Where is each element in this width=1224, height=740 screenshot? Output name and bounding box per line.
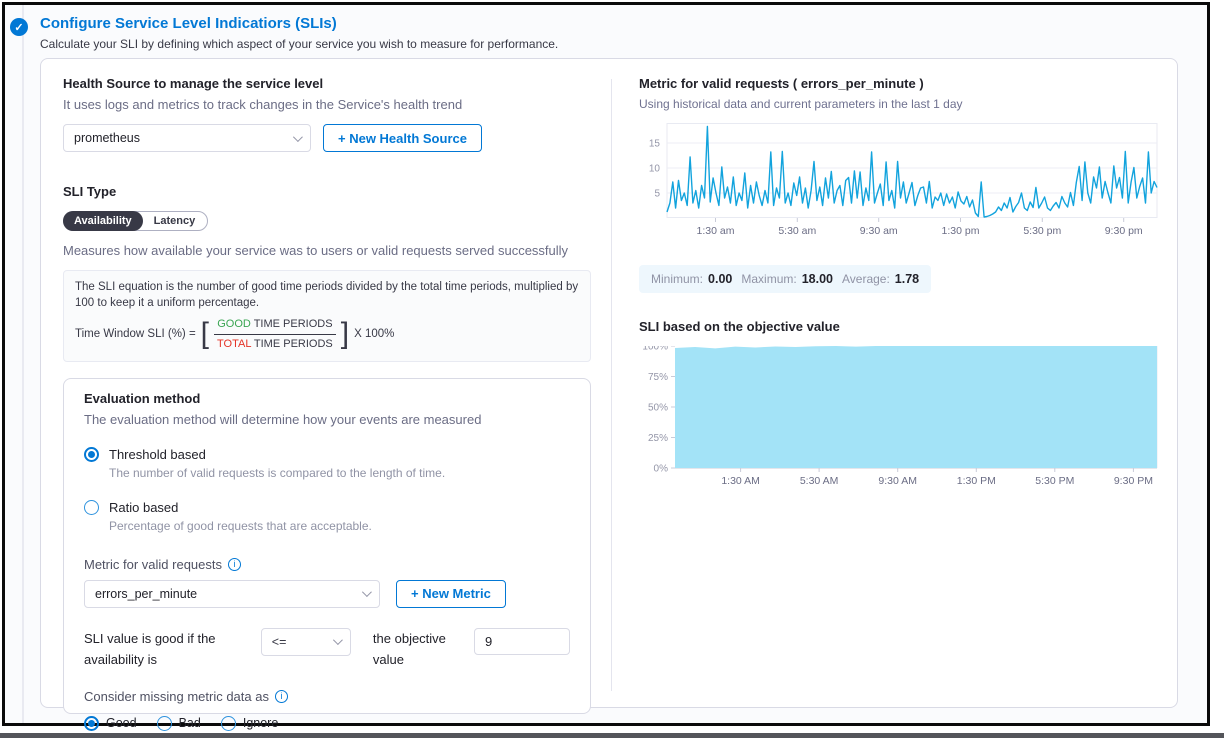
svg-text:75%: 75% bbox=[648, 372, 668, 383]
total-periods-highlight: TOTAL bbox=[217, 337, 252, 350]
missing-data-label: Consider missing metric data as bbox=[84, 688, 269, 704]
health-source-label: Health Source to manage the service leve… bbox=[63, 76, 324, 91]
metric-preview-title: Metric for valid requests ( errors_per_m… bbox=[639, 76, 924, 91]
good-periods-highlight: GOOD bbox=[217, 318, 251, 331]
maximum-label: Maximum: bbox=[741, 272, 797, 286]
total-periods-rest: TIME PERIODS bbox=[253, 337, 333, 350]
formula-prefix: Time Window SLI (%) = bbox=[75, 327, 196, 340]
new-metric-button[interactable]: + New Metric bbox=[396, 579, 506, 608]
svg-text:5:30 PM: 5:30 PM bbox=[1035, 475, 1074, 487]
svg-text:5:30 AM: 5:30 AM bbox=[800, 475, 839, 487]
svg-text:9:30 PM: 9:30 PM bbox=[1114, 475, 1153, 487]
chevron-down-icon bbox=[292, 131, 303, 142]
objective-value-input[interactable] bbox=[474, 627, 570, 655]
svg-text:1:30 am: 1:30 am bbox=[697, 225, 735, 237]
threshold-based-label: Threshold based bbox=[109, 446, 206, 462]
svg-text:5: 5 bbox=[654, 189, 660, 200]
sli-type-label: SLI Type bbox=[63, 184, 117, 199]
metric-valid-requests-chart: 5 10 15 1:30 am 5:30 am 9:30 am 1:30 pm 5:30 pm… bbox=[639, 123, 1163, 247]
svg-text:9:30 AM: 9:30 AM bbox=[878, 475, 917, 487]
info-icon[interactable] bbox=[274, 689, 288, 703]
info-icon[interactable] bbox=[228, 557, 241, 571]
minimum-value: 0.00 bbox=[708, 272, 733, 286]
minimum-label: Minimum: bbox=[651, 272, 704, 286]
sli-equation-formula: Time Window SLI (%) = [ GOOD TIME PERIOD… bbox=[75, 317, 579, 352]
svg-text:1:30 PM: 1:30 PM bbox=[957, 475, 996, 487]
sli-form-column: Health Source to manage the service leve… bbox=[63, 76, 591, 731]
svg-text:5:30 pm: 5:30 pm bbox=[1023, 225, 1061, 237]
sli-condition-text: SLI value is good if the availability is bbox=[84, 630, 216, 668]
sli-type-latency[interactable]: Latency bbox=[153, 215, 196, 227]
missing-good-radio[interactable] bbox=[84, 715, 99, 731]
ratio-based-description: Percentage of good requests that are acc… bbox=[109, 518, 372, 533]
sli-type-availability[interactable]: Availability bbox=[63, 211, 143, 231]
metric-select[interactable]: errors_per_minute bbox=[84, 579, 380, 608]
ratio-based-label: Ratio based bbox=[109, 499, 179, 515]
evaluation-method-card: Evaluation method The evaluation method … bbox=[63, 377, 591, 731]
average-value: 1.78 bbox=[894, 272, 920, 286]
evaluation-method-title: Evaluation method bbox=[84, 390, 201, 406]
svg-text:15: 15 bbox=[649, 139, 661, 150]
page-title: Configure Service Level Indicatiors (SLI… bbox=[40, 15, 337, 32]
column-divider bbox=[611, 79, 612, 691]
sli-preview-column: Metric for valid requests ( errors_per_m… bbox=[639, 76, 1163, 499]
objective-value-text: the objective value bbox=[372, 630, 446, 668]
average-label: Average: bbox=[841, 272, 890, 286]
metric-preview-subtitle: Using historical data and current parame… bbox=[639, 97, 963, 111]
health-source-selected-value: prometheus bbox=[74, 131, 141, 145]
sli-equation-text: The SLI equation is the number of good t… bbox=[75, 281, 579, 309]
missing-good-label: Good bbox=[106, 716, 137, 731]
svg-text:25%: 25% bbox=[648, 433, 668, 444]
svg-text:1:30 AM: 1:30 AM bbox=[721, 475, 760, 487]
sli-objective-chart-title: SLI based on the objective value bbox=[639, 319, 840, 334]
health-source-description: It uses logs and metrics to track change… bbox=[63, 97, 463, 112]
metric-stats-pill: Minimum: 0.00 Maximum: 18.00 Average: 1.… bbox=[639, 265, 932, 293]
close-bracket: ] bbox=[340, 317, 350, 351]
good-periods-rest: TIME PERIODS bbox=[253, 318, 333, 331]
svg-text:100%: 100% bbox=[642, 346, 668, 353]
evaluation-method-subtitle: The evaluation method will determine how… bbox=[84, 411, 482, 427]
stepper-line bbox=[22, 5, 24, 723]
svg-text:0%: 0% bbox=[654, 464, 669, 475]
svg-text:1:30 pm: 1:30 pm bbox=[942, 225, 980, 237]
open-bracket: [ bbox=[200, 317, 210, 351]
ratio-based-radio[interactable] bbox=[84, 499, 99, 515]
formula-fraction: GOOD TIME PERIODS TOTAL TIME PERIODS bbox=[214, 317, 336, 352]
chevron-down-icon bbox=[361, 587, 372, 598]
missing-ignore-label: Ignore bbox=[242, 716, 279, 731]
new-health-source-button[interactable]: + New Health Source bbox=[323, 124, 482, 152]
svg-text:9:30 pm: 9:30 pm bbox=[1105, 225, 1143, 237]
metric-valid-requests-label: Metric for valid requests bbox=[84, 556, 222, 572]
bottom-strip bbox=[0, 733, 1224, 738]
operator-select[interactable]: <= bbox=[260, 627, 351, 656]
sli-equation-box: The SLI equation is the number of good t… bbox=[63, 270, 591, 362]
sli-config-card: Health Source to manage the service leve… bbox=[40, 58, 1178, 731]
threshold-based-description: The number of valid requests is compared… bbox=[109, 465, 446, 480]
threshold-based-radio[interactable] bbox=[84, 446, 99, 462]
step-complete-check-icon: ✓ bbox=[10, 18, 28, 36]
sli-type-toggle: Availability Latency bbox=[63, 211, 209, 231]
missing-ignore-radio[interactable] bbox=[220, 715, 236, 731]
missing-bad-label: Bad bbox=[178, 716, 201, 731]
app-window: ✓ Configure Service Level Indicatiors (S… bbox=[2, 2, 1210, 731]
chevron-down-icon bbox=[332, 635, 343, 646]
operator-selected-value: <= bbox=[271, 634, 287, 649]
health-source-select[interactable]: prometheus bbox=[63, 124, 311, 152]
sli-objective-chart: 0% 25% 50% 75% 100% 1:30 AM 5:30 AM 9:30 AM 1:3… bbox=[639, 342, 1163, 499]
svg-text:5:30 am: 5:30 am bbox=[778, 225, 816, 237]
svg-text:50%: 50% bbox=[648, 403, 668, 414]
svg-text:10: 10 bbox=[649, 164, 661, 175]
formula-suffix: X 100% bbox=[354, 327, 395, 340]
svg-text:9:30 am: 9:30 am bbox=[860, 225, 898, 237]
sli-type-description: Measures how available your service was … bbox=[63, 243, 569, 258]
maximum-value: 18.00 bbox=[801, 272, 833, 286]
page-subtitle: Calculate your SLI by defining which asp… bbox=[40, 37, 559, 51]
missing-bad-radio[interactable] bbox=[156, 715, 172, 731]
metric-selected-value: errors_per_minute bbox=[95, 586, 198, 601]
